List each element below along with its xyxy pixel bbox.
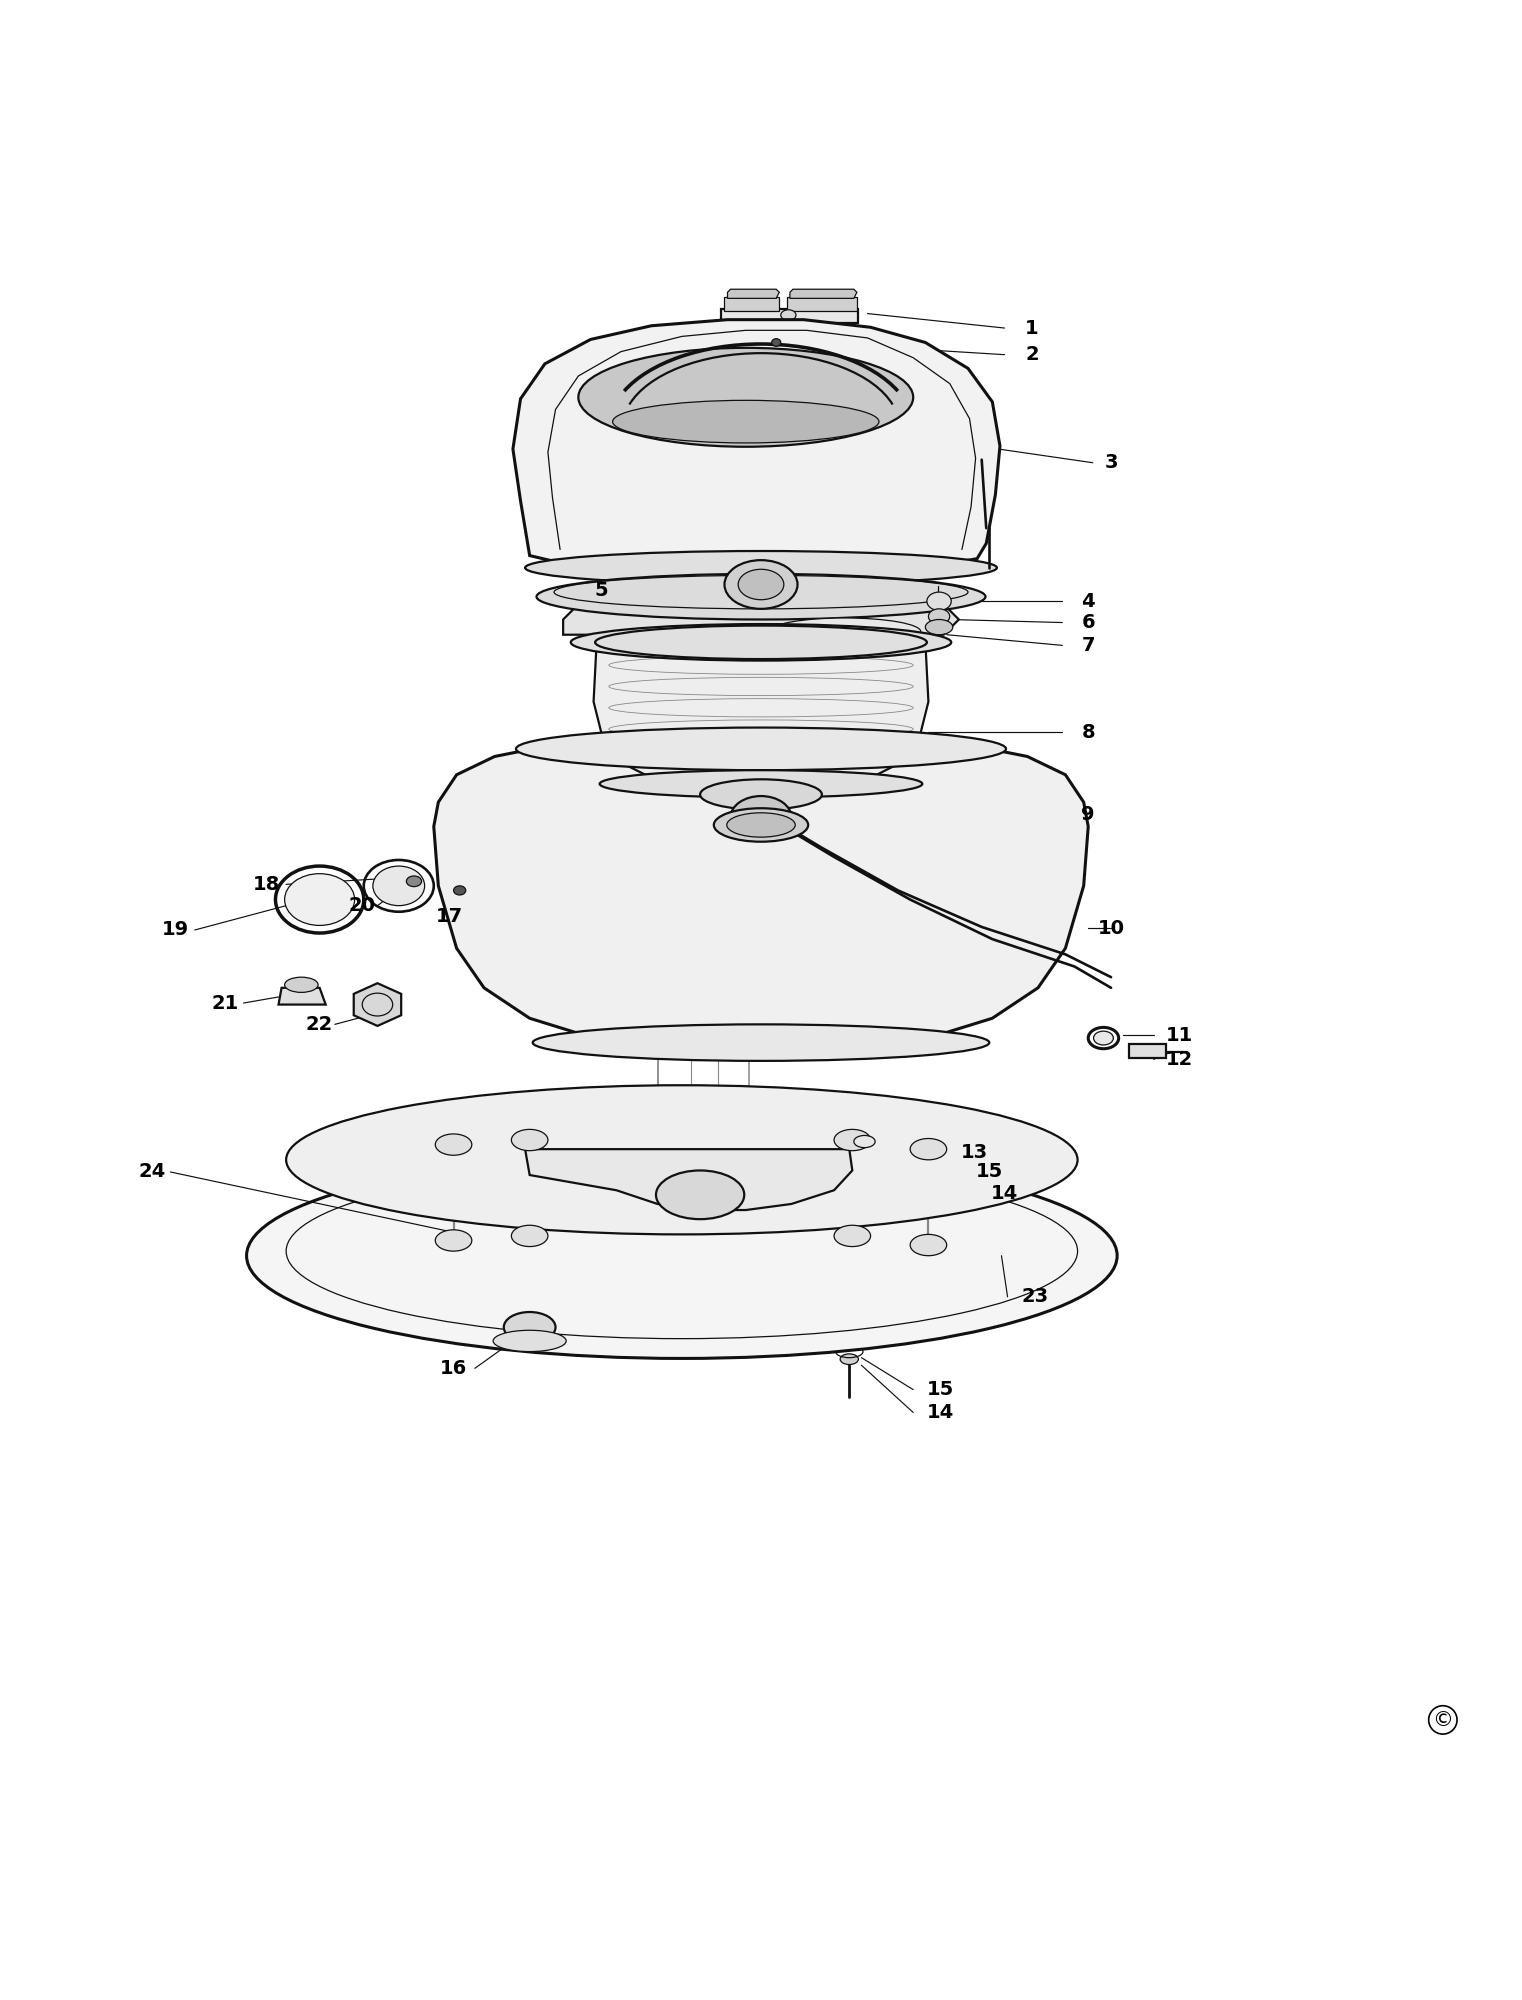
Ellipse shape <box>286 1086 1078 1234</box>
Polygon shape <box>594 642 928 786</box>
Text: 16: 16 <box>440 1358 467 1378</box>
Ellipse shape <box>285 874 355 926</box>
Ellipse shape <box>840 1354 858 1364</box>
Ellipse shape <box>854 1136 875 1148</box>
Ellipse shape <box>285 978 318 992</box>
Ellipse shape <box>247 1152 1117 1358</box>
Ellipse shape <box>772 338 781 346</box>
Text: 21: 21 <box>212 994 239 1012</box>
Polygon shape <box>721 310 858 322</box>
Ellipse shape <box>536 574 986 620</box>
Text: 23: 23 <box>1021 1288 1049 1306</box>
Ellipse shape <box>406 876 422 886</box>
Polygon shape <box>513 320 1000 572</box>
Ellipse shape <box>435 1230 472 1252</box>
Text: 13: 13 <box>960 1142 988 1162</box>
Ellipse shape <box>907 1150 925 1160</box>
Ellipse shape <box>533 1024 989 1060</box>
Polygon shape <box>279 988 326 1004</box>
Ellipse shape <box>454 886 466 894</box>
Text: 9: 9 <box>1082 804 1094 824</box>
Polygon shape <box>563 604 959 634</box>
Text: 2: 2 <box>1026 346 1038 364</box>
Ellipse shape <box>910 1138 947 1160</box>
Polygon shape <box>724 296 779 310</box>
Ellipse shape <box>1093 1032 1114 1044</box>
Ellipse shape <box>493 1330 566 1352</box>
Ellipse shape <box>834 1226 871 1246</box>
Text: 15: 15 <box>976 1162 1003 1182</box>
Text: 5: 5 <box>595 582 607 600</box>
Ellipse shape <box>781 310 796 320</box>
Polygon shape <box>525 1150 852 1210</box>
Ellipse shape <box>925 620 953 634</box>
Text: 17: 17 <box>435 906 463 926</box>
Text: 11: 11 <box>1166 1026 1193 1044</box>
Ellipse shape <box>435 1134 472 1156</box>
Ellipse shape <box>525 552 997 584</box>
Polygon shape <box>434 736 1088 1046</box>
Polygon shape <box>1129 1044 1166 1058</box>
Ellipse shape <box>600 770 922 798</box>
Text: 22: 22 <box>306 1014 333 1034</box>
Text: 24: 24 <box>139 1162 166 1182</box>
Ellipse shape <box>516 728 1006 770</box>
Ellipse shape <box>612 400 880 442</box>
Text: 1: 1 <box>1026 318 1038 338</box>
Ellipse shape <box>656 1170 744 1220</box>
Ellipse shape <box>373 866 425 906</box>
Text: 4: 4 <box>1082 592 1094 610</box>
Text: 8: 8 <box>1082 722 1094 742</box>
Ellipse shape <box>511 1226 548 1246</box>
Text: 18: 18 <box>253 874 280 894</box>
Ellipse shape <box>724 560 798 608</box>
Polygon shape <box>787 296 857 310</box>
Ellipse shape <box>785 322 793 328</box>
Ellipse shape <box>910 1234 947 1256</box>
Ellipse shape <box>700 780 822 810</box>
Ellipse shape <box>571 624 951 660</box>
Ellipse shape <box>595 626 927 660</box>
Ellipse shape <box>728 812 794 838</box>
Polygon shape <box>353 984 402 1026</box>
Ellipse shape <box>714 808 808 842</box>
Text: 14: 14 <box>927 1402 954 1422</box>
Ellipse shape <box>769 618 921 646</box>
Ellipse shape <box>504 1312 556 1342</box>
Text: ©: © <box>1432 1710 1454 1730</box>
Ellipse shape <box>578 348 913 446</box>
Text: 12: 12 <box>1166 1050 1193 1068</box>
Text: 14: 14 <box>991 1184 1018 1202</box>
Ellipse shape <box>511 1130 548 1150</box>
Ellipse shape <box>927 592 951 610</box>
Ellipse shape <box>731 796 791 838</box>
Text: 3: 3 <box>1105 454 1117 472</box>
Text: 6: 6 <box>1082 614 1094 632</box>
Ellipse shape <box>738 570 784 600</box>
Text: 15: 15 <box>927 1380 954 1400</box>
Polygon shape <box>790 290 857 298</box>
Text: 19: 19 <box>161 920 189 940</box>
Text: 10: 10 <box>1097 918 1125 938</box>
Ellipse shape <box>928 608 950 624</box>
Text: 20: 20 <box>349 896 376 916</box>
Polygon shape <box>728 290 779 298</box>
Ellipse shape <box>834 1130 871 1150</box>
Text: 7: 7 <box>1082 636 1094 654</box>
